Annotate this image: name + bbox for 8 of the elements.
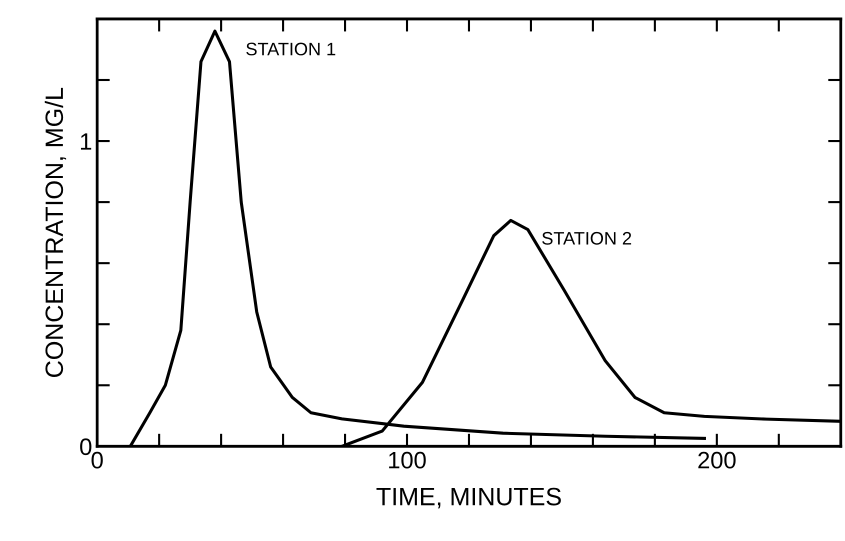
x-tick-label: 200 [698, 452, 736, 469]
series-label: STATION 2 [542, 232, 632, 245]
x-axis-title: TIME, MINUTES [376, 488, 561, 508]
legend-label: STATION 1 [246, 42, 336, 56]
x-tick-label: 100 [389, 452, 426, 469]
y-tick-label: 1 [80, 133, 92, 150]
y-axis-title: CONCENTRATION, MG/L [44, 88, 66, 377]
x-tick-label: 0 [92, 452, 103, 469]
